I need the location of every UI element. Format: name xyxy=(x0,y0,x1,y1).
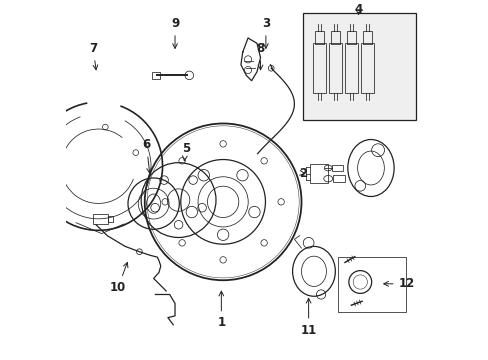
Bar xyxy=(330,31,339,44)
Bar xyxy=(310,165,327,183)
Bar xyxy=(152,72,160,79)
Bar xyxy=(362,31,371,44)
Bar xyxy=(344,43,357,93)
Text: 3: 3 xyxy=(261,17,269,48)
Bar xyxy=(314,31,324,44)
Bar xyxy=(108,216,113,222)
Bar xyxy=(346,31,355,44)
Text: 11: 11 xyxy=(300,298,316,337)
Bar xyxy=(332,175,345,182)
Text: 12: 12 xyxy=(383,277,414,290)
Text: 2: 2 xyxy=(299,167,307,180)
Bar xyxy=(337,257,405,312)
Bar xyxy=(331,165,342,171)
Text: 1: 1 xyxy=(217,291,225,329)
Bar xyxy=(93,214,108,224)
Text: 5: 5 xyxy=(181,142,189,161)
Bar xyxy=(312,43,325,93)
Bar xyxy=(303,13,415,120)
Bar xyxy=(360,43,373,93)
Bar xyxy=(328,43,342,93)
Text: 4: 4 xyxy=(354,3,362,16)
Text: 9: 9 xyxy=(170,17,179,48)
Text: 7: 7 xyxy=(89,42,98,70)
Text: 6: 6 xyxy=(142,138,151,173)
Text: 10: 10 xyxy=(110,262,128,294)
Text: 8: 8 xyxy=(256,42,264,70)
